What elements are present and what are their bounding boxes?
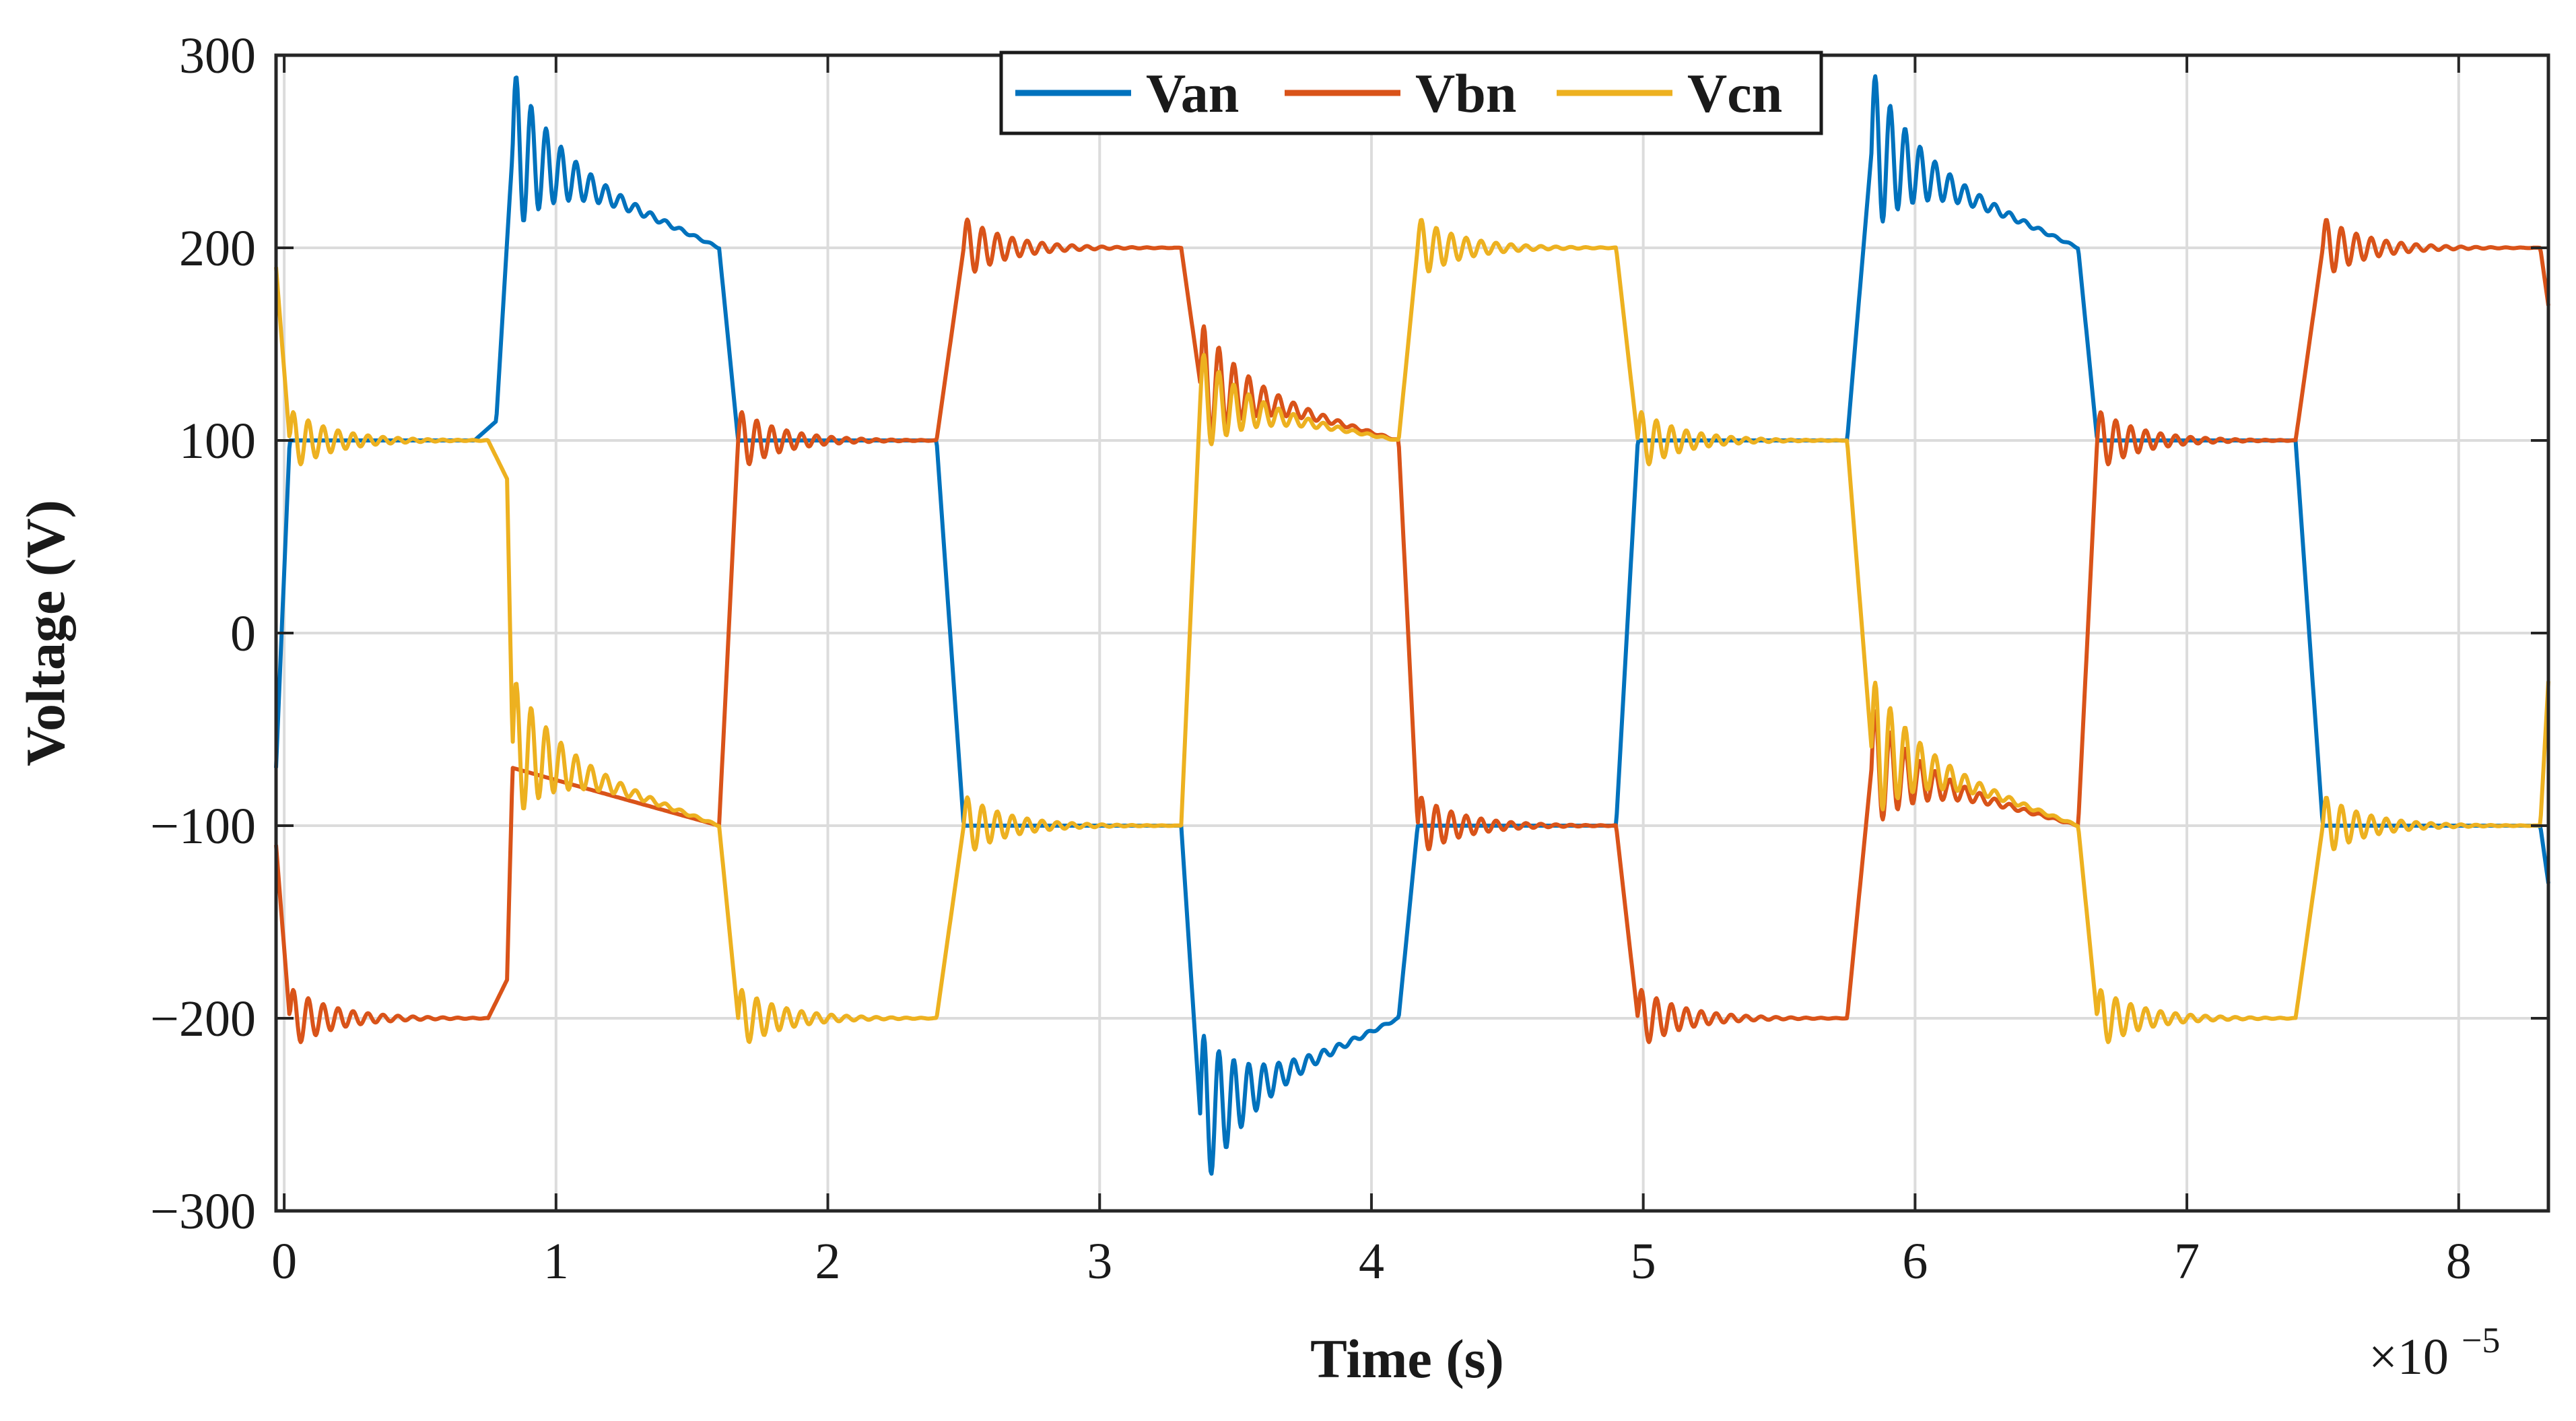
tick-marks xyxy=(276,54,2548,1212)
series-line-vbn xyxy=(274,218,2550,1045)
series-layer xyxy=(274,74,2550,1176)
legend: Van Vbn Vcn xyxy=(999,51,1823,135)
x-axis-title: Time (s) xyxy=(1310,1328,1504,1389)
x-tick-label: 8 xyxy=(2446,1233,2472,1290)
y-tick-label: 300 xyxy=(179,28,256,84)
y-tick-labels: 300 200 100 0 −100 −200 −300 xyxy=(150,28,256,1240)
x-tick-label: 1 xyxy=(543,1233,569,1290)
y-tick-label: −100 xyxy=(150,798,256,855)
x-axis-exponent-power: −5 xyxy=(2462,1320,2500,1360)
x-tick-label: 2 xyxy=(815,1233,841,1290)
x-axis-exponent-base: ×10 xyxy=(2369,1329,2449,1385)
x-tick-labels: 0 1 2 3 4 5 6 7 8 xyxy=(271,1233,2472,1290)
x-tick-label: 3 xyxy=(1087,1233,1112,1290)
x-tick-label: 7 xyxy=(2174,1233,2200,1290)
x-tick-label: 0 xyxy=(271,1233,297,1290)
y-tick-label: 100 xyxy=(179,413,256,469)
x-axis-exponent: ×10 −5 xyxy=(2369,1320,2500,1385)
series-line-van xyxy=(274,74,2550,1176)
y-axis-title: Voltage (V) xyxy=(15,500,76,766)
x-tick-label: 5 xyxy=(1631,1233,1656,1290)
legend-box xyxy=(999,51,1823,135)
y-tick-label: −300 xyxy=(150,1183,256,1240)
y-tick-label: −200 xyxy=(150,991,256,1047)
series-line-vcn xyxy=(274,218,2550,1045)
legend-label-van: Van xyxy=(1146,63,1239,124)
y-tick-label: 0 xyxy=(230,605,256,662)
x-tick-label: 4 xyxy=(1359,1233,1384,1290)
y-tick-label: 200 xyxy=(179,220,256,277)
legend-label-vbn: Vbn xyxy=(1415,63,1516,124)
legend-label-vcn: Vcn xyxy=(1687,63,1782,124)
x-tick-label: 6 xyxy=(1902,1233,1928,1290)
